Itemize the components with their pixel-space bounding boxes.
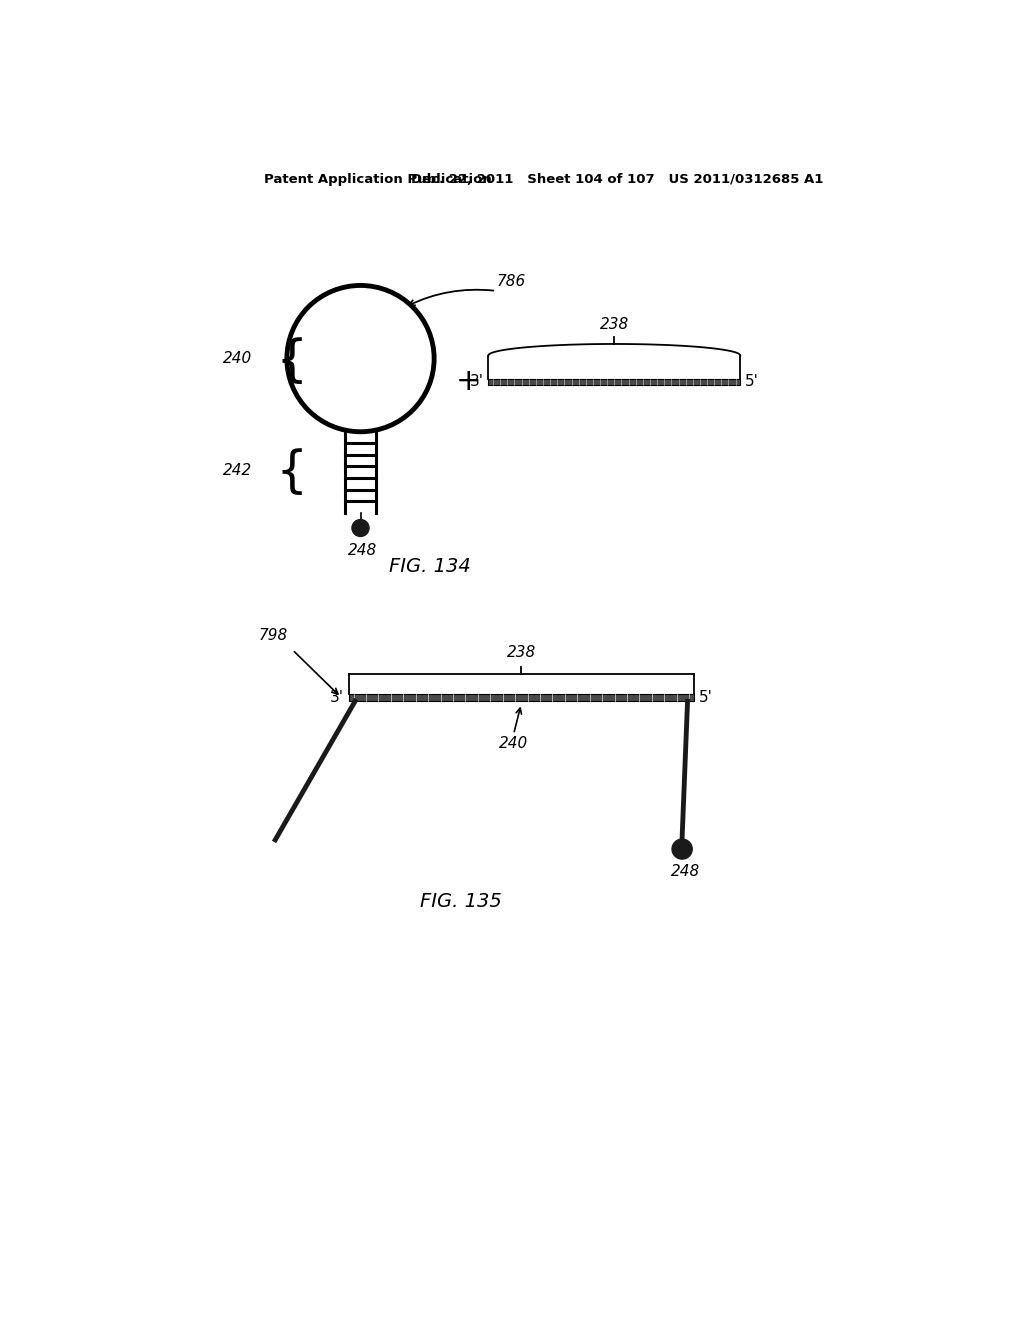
Text: 248: 248 xyxy=(348,544,378,558)
Text: }: } xyxy=(263,334,295,383)
Text: 5': 5' xyxy=(744,374,759,389)
Text: 3': 3' xyxy=(330,690,344,705)
Text: 3': 3' xyxy=(470,374,483,389)
Text: 248: 248 xyxy=(672,865,700,879)
Text: 242: 242 xyxy=(223,463,252,478)
Text: Dec. 22, 2011   Sheet 104 of 107   US 2011/0312685 A1: Dec. 22, 2011 Sheet 104 of 107 US 2011/0… xyxy=(411,173,823,186)
Text: FIG. 134: FIG. 134 xyxy=(389,557,471,576)
Circle shape xyxy=(672,840,692,859)
Text: +: + xyxy=(456,367,482,396)
Text: Patent Application Publication: Patent Application Publication xyxy=(263,173,492,186)
Text: }: } xyxy=(263,446,295,494)
Text: 238: 238 xyxy=(507,645,536,660)
Text: 5': 5' xyxy=(698,690,713,705)
FancyBboxPatch shape xyxy=(488,379,740,385)
Text: 798: 798 xyxy=(258,628,288,643)
Text: 240: 240 xyxy=(223,351,252,366)
Text: FIG. 135: FIG. 135 xyxy=(421,892,502,911)
Circle shape xyxy=(352,520,369,536)
Text: 238: 238 xyxy=(600,317,629,333)
Text: 240: 240 xyxy=(499,737,528,751)
Text: 786: 786 xyxy=(496,275,525,289)
FancyBboxPatch shape xyxy=(349,693,693,701)
